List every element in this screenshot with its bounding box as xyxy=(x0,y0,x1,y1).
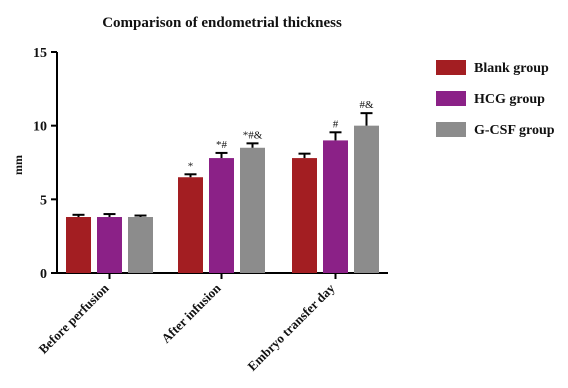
bar-hcg-group-0 xyxy=(97,217,122,273)
y-tick-label: 5 xyxy=(40,193,47,208)
significance-label: # xyxy=(333,118,339,130)
bars: * *# *#& # #& xyxy=(66,99,379,274)
chart-title: Comparison of endometrial thickness xyxy=(102,15,342,31)
legend-label: Blank group xyxy=(474,61,549,76)
y-ticks: 0 5 10 15 xyxy=(33,46,57,282)
significance-label: *#& xyxy=(243,129,263,141)
bar-g-csf-group-2 xyxy=(354,125,379,274)
significance-label: #& xyxy=(359,99,374,111)
bar-blank-group-2 xyxy=(292,158,317,273)
y-tick-label: 10 xyxy=(33,120,47,135)
legend-swatch-hcg-group xyxy=(436,91,466,106)
x-ticks: Before perfusion After infusion Embryo tra… xyxy=(36,273,338,374)
legend: Blank group HCG group G-CSF group xyxy=(436,60,555,138)
x-tick-label: Before perfusion xyxy=(36,280,113,357)
bar-g-csf-group-1 xyxy=(240,147,265,273)
significance-label: * xyxy=(188,160,194,172)
legend-swatch-blank-group xyxy=(436,60,466,75)
bar-blank-group-0 xyxy=(66,217,91,273)
y-tick-label: 15 xyxy=(33,46,47,61)
bar-hcg-group-2 xyxy=(323,140,348,273)
legend-label: HCG group xyxy=(474,92,545,107)
bar-hcg-group-1 xyxy=(209,158,234,273)
legend-label: G-CSF group xyxy=(474,123,555,138)
x-tick-label: After infusion xyxy=(158,280,224,346)
y-tick-label: 0 xyxy=(40,267,47,282)
significance-label: *# xyxy=(216,139,228,151)
x-tick-label: Embryo transfer day xyxy=(244,280,338,374)
legend-swatch-g-csf-group xyxy=(436,122,466,137)
y-axis-label: mm xyxy=(11,155,25,175)
bar-blank-group-1 xyxy=(178,177,203,273)
bar-g-csf-group-0 xyxy=(128,217,153,273)
